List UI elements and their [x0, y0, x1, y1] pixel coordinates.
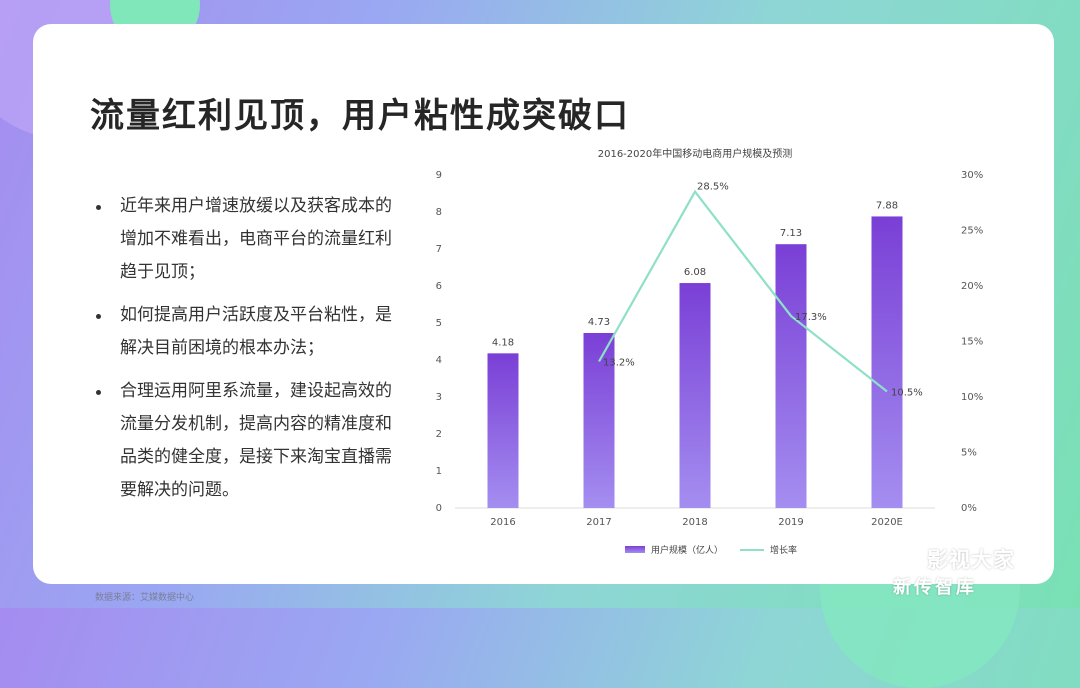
x-tick-label: 2018 [682, 517, 707, 528]
data-source-note: 数据来源：艾媒数据中心 [95, 593, 195, 603]
legend-line-label: 增长率 [770, 544, 797, 556]
growth-rate-line [598, 189, 888, 393]
bullet-item: 近年来用户增速放缓以及获客成本的增加不难看出，电商平台的流量红利趋于见顶； [92, 190, 402, 289]
y-left-tick-label: 6 [436, 281, 442, 292]
y-right-tick-label: 15% [961, 337, 983, 348]
y-right-tick-label: 10% [961, 392, 983, 403]
y-left-tick-label: 4 [436, 355, 442, 366]
y-left-tick-label: 8 [436, 207, 442, 218]
x-tick-label: 2019 [778, 517, 803, 528]
combo-chart: 2016-2020年中国移动电商用户规模及预测 0 1 2 3 4 5 6 7 8 9 0% 5% 10%… [436, 147, 984, 556]
x-tick-label: 2016 [490, 517, 515, 528]
line-data-label: 28.5% [697, 182, 729, 193]
bar-data-label: 7.88 [876, 200, 898, 211]
bullet-text: 合理运用阿里系流量，建设起高效的流量分发机制，提高内容的精准度和品类的健全度，是… [120, 381, 392, 500]
brand-name: 影视大家 [927, 548, 1015, 572]
bar [679, 283, 711, 508]
bar-data-label: 7.13 [780, 228, 802, 239]
bullet-dot-icon [96, 314, 101, 319]
line-data-label: 10.5% [891, 387, 923, 398]
y-left-tick-label: 9 [436, 170, 442, 181]
bullet-text: 近年来用户增速放缓以及获客成本的增加不难看出，电商平台的流量红利趋于见顶； [120, 196, 392, 282]
y-left-tick-label: 7 [436, 244, 442, 255]
bullet-text: 如何提高用户活跃度及平台粘性，是解决目前困境的根本办法； [120, 305, 392, 358]
bullet-list: 近年来用户增速放缓以及获客成本的增加不难看出，电商平台的流量红利趋于见顶； 如何… [92, 190, 402, 517]
x-tick-label: 2017 [586, 517, 611, 528]
brand-subtitle: 新传智库 [893, 577, 977, 598]
y-right-tick-label: 0% [961, 503, 977, 514]
bar [871, 216, 903, 508]
bar [583, 332, 615, 508]
line-data-label: 17.3% [795, 312, 827, 323]
bar-data-label: 4.18 [492, 337, 514, 348]
bar-data-label: 4.73 [588, 317, 610, 328]
line-data-label: 13.2% [603, 357, 635, 368]
chart-title: 2016-2020年中国移动电商用户规模及预测 [598, 147, 793, 160]
brand-watermark: 影视大家 新传智库 [885, 540, 1055, 600]
x-tick-label: 2020E [871, 517, 903, 528]
bar [487, 353, 519, 508]
y-left-tick-label: 2 [436, 429, 442, 440]
bullet-item: 如何提高用户活跃度及平台粘性，是解决目前困境的根本办法； [92, 299, 402, 365]
y-right-tick-label: 20% [961, 281, 983, 292]
y-right-tick-label: 5% [961, 448, 977, 459]
y-right-tick-label: 30% [961, 170, 983, 181]
y-left-tick-label: 0 [436, 503, 442, 514]
bullet-dot-icon [96, 205, 101, 210]
legend-bar-swatch [625, 546, 645, 553]
bar [775, 244, 807, 508]
y-left-tick-label: 3 [436, 392, 442, 403]
y-left-tick-label: 5 [436, 318, 442, 329]
slide-title: 流量红利见顶，用户粘性成突破口 [90, 96, 630, 136]
bullet-dot-icon [96, 390, 101, 395]
bar-data-label: 6.08 [684, 267, 706, 278]
bullet-item: 合理运用阿里系流量，建设起高效的流量分发机制，提高内容的精准度和品类的健全度，是… [92, 375, 402, 507]
y-left-tick-label: 1 [436, 466, 442, 477]
legend-bar-label: 用户规模（亿人） [651, 544, 723, 556]
y-right-tick-label: 25% [961, 226, 983, 237]
wechat-icon [885, 545, 922, 572]
